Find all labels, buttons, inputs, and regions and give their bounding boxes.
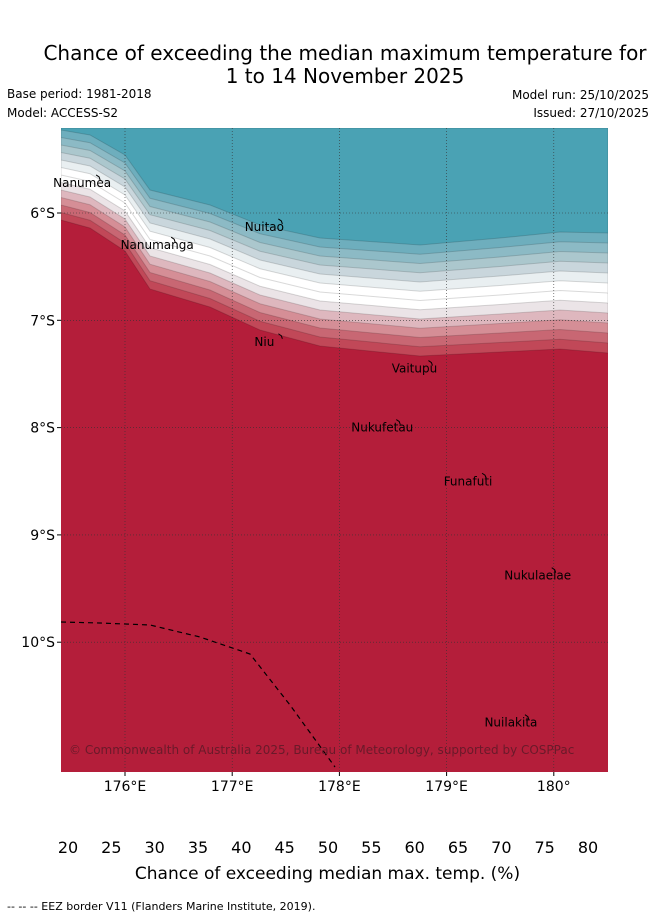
colorbar-tick-label: 60 (404, 838, 425, 857)
contour-fill (61, 128, 608, 772)
colorbar-tick-label: 45 (274, 838, 295, 857)
lon-tick-label: 179°E (425, 779, 468, 795)
model-run: Model run: 25/10/2025 (511, 88, 649, 102)
lon-tick-label: 177°E (211, 779, 254, 795)
colorbar-tick-label: 30 (144, 838, 165, 857)
place-labels: Nanumea Nuitao Nanumanga Niu Vaitupu Nukufeta… (53, 174, 571, 730)
island-outline (428, 360, 433, 366)
colorbar-tick-label: 65 (447, 838, 469, 857)
colorbar-tick-label: 80 (577, 838, 599, 857)
island-outline (551, 567, 557, 573)
lon-tick-label: 180° (537, 779, 571, 795)
lon-tick-label: 176°E (104, 779, 147, 795)
axis-ticks: 176°E 177°E 178°E 179°E 180° 6°S 7°S 8°S 9°S 10°S (21, 206, 570, 795)
island-outline (170, 236, 176, 243)
base-period: Base period: 1981-2018 (7, 87, 152, 101)
colorbar-tick-label: 75 (534, 838, 555, 857)
place-label-nukufetau: Nukufetau (351, 421, 413, 435)
model-name: Model: ACCESS-S2 (7, 106, 119, 120)
place-label-niu: Niu (254, 335, 274, 349)
graticule (61, 128, 608, 772)
colorbar-tick-label: 40 (231, 838, 252, 857)
colorbar-title: Chance of exceeding median max. temp. (%… (134, 864, 521, 884)
place-label-nanumanga: Nanumanga (121, 238, 194, 252)
colorbar-tick-label: 35 (187, 838, 209, 857)
place-label-funafuti: Funafuti (444, 474, 493, 488)
island-outline (278, 218, 283, 225)
colorbar-tick-label: 50 (317, 838, 339, 857)
lon-tick-label: 178°E (318, 779, 361, 795)
contour-band-0 (61, 128, 608, 246)
place-label-nukulaelae: Nukulaelae (504, 569, 571, 583)
lat-tick-label: 8°S (30, 421, 55, 437)
lat-tick-label: 9°S (30, 528, 55, 544)
chart-title-line1: Chance of exceeding the median maximum t… (43, 41, 647, 65)
lat-tick-label: 6°S (30, 206, 55, 222)
colorbar-tick-label: 70 (491, 838, 512, 857)
place-label-nuilakita: Nuilakita (484, 716, 537, 730)
eez-border (60, 621, 336, 768)
probability-map: Nanumea Nuitao Nanumanga Niu Vaitupu Nukufeta… (21, 128, 608, 795)
issued-date: Issued: 27/10/2025 (533, 106, 649, 120)
lat-tick-label: 7°S (30, 313, 55, 329)
colorbar-tick-label: 20 (57, 838, 79, 857)
island-outline (396, 419, 401, 425)
lat-tick-label: 10°S (21, 635, 55, 651)
chart-title-line2: 1 to 14 November 2025 (225, 64, 465, 88)
island-outline (481, 472, 487, 479)
place-label-nanumea: Nanumea (53, 176, 111, 190)
colorbar-tick-label: 55 (361, 838, 382, 857)
eez-footnote: -- -- -- EEZ border V11 (Flanders Marine… (7, 900, 316, 913)
island-outline (278, 333, 283, 339)
place-label-nuitao: Nuitao (245, 220, 284, 234)
copyright-text: © Commonwealth of Australia 2025, Bureau… (69, 743, 574, 757)
island-outline (95, 174, 101, 181)
place-label-vaitupu: Vaitupu (392, 362, 438, 376)
island-outline (524, 714, 530, 720)
colorbar-tick-label: 25 (101, 838, 122, 857)
